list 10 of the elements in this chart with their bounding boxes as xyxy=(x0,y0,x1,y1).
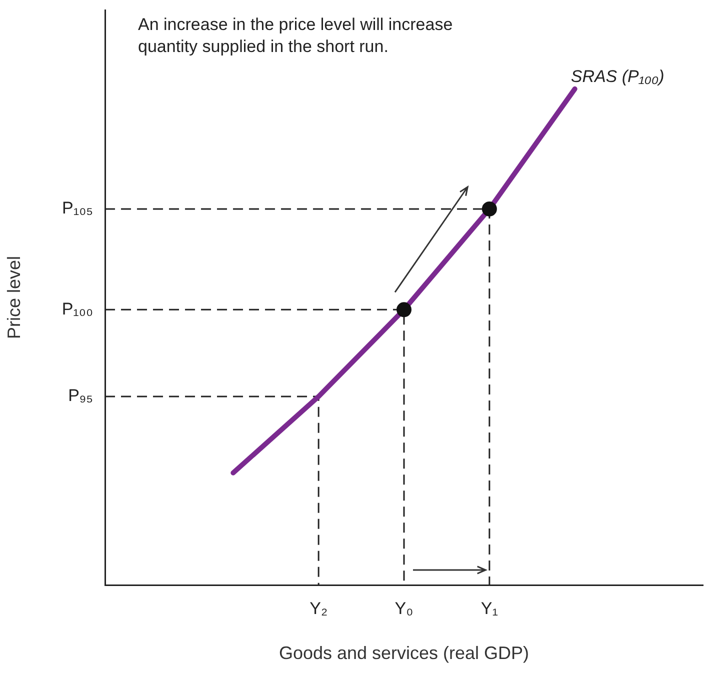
y-axis-title: Price level xyxy=(4,256,24,340)
text: P₁₀₀ xyxy=(62,299,93,318)
text: P₉₅ xyxy=(68,386,93,406)
text: An increase in the price level will increase quantity supplied in the short run. xyxy=(138,14,454,58)
x-axis-title: Goods and services (real GDP) xyxy=(278,643,530,664)
x-tick-label: Y₀ xyxy=(394,598,414,618)
x-tick-label: Y₁ xyxy=(480,598,498,618)
text: P₁₀₅ xyxy=(62,198,93,218)
series-label: SRAS (P₁₀₀) xyxy=(570,67,664,86)
x-tick-label: Y₂ xyxy=(310,598,328,618)
